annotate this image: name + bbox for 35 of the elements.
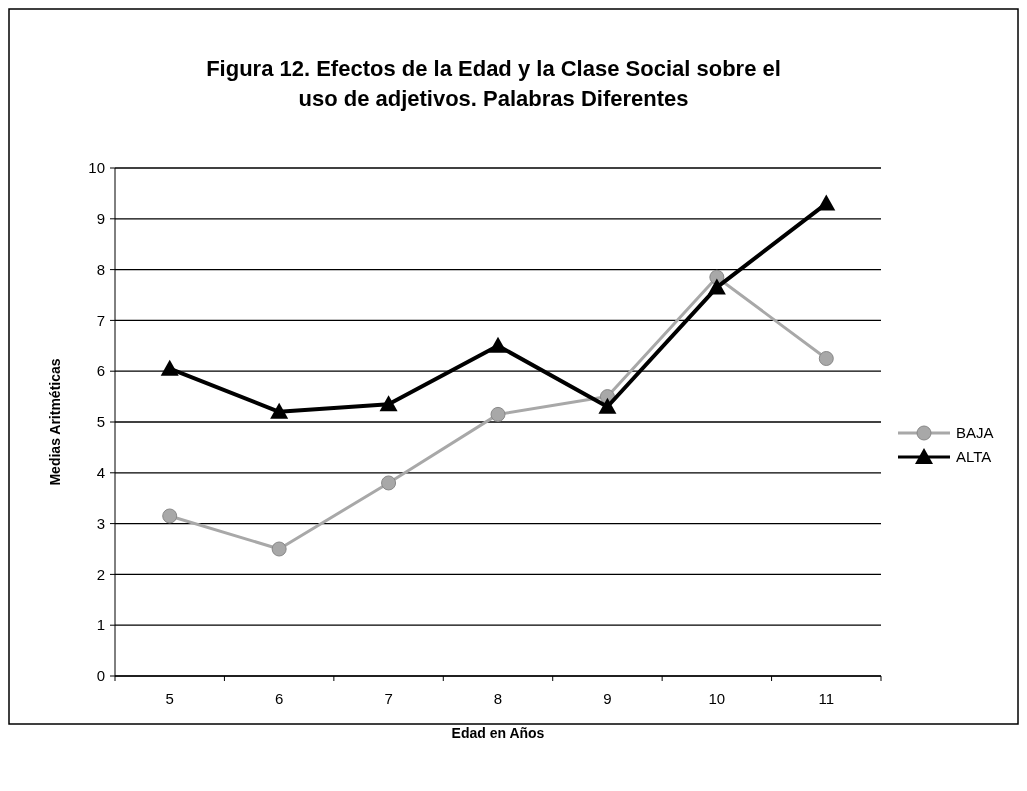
y-tick-label: 10: [88, 159, 105, 177]
y-tick-label: 9: [96, 210, 105, 228]
point: [490, 406, 506, 422]
point: [162, 508, 178, 524]
x-tick-label: 8: [493, 690, 503, 707]
y-axis-title: Medias Aritméticas: [47, 358, 63, 486]
point: [818, 351, 834, 366]
y-tick-label: 2: [96, 565, 105, 583]
y-tick-label: 4: [96, 464, 105, 482]
y-tick-label: 6: [96, 362, 105, 380]
y-tick-label: 5: [96, 413, 105, 431]
x-axis-title: Edad en Años: [451, 725, 545, 741]
y-tick-label: 7: [96, 311, 105, 329]
x-tick-label: 9: [603, 690, 612, 707]
y-tick-label: 8: [96, 260, 105, 278]
x-tick-label: 10: [708, 690, 726, 707]
x-tick-label: 7: [384, 690, 393, 707]
point: [598, 397, 617, 414]
y-tick-label: 3: [96, 514, 105, 532]
x-tick-label: 5: [165, 690, 174, 707]
point: [160, 359, 179, 376]
point: [489, 336, 507, 353]
x-tick-label: 6: [274, 690, 284, 707]
legend-label: ALTA: [956, 448, 992, 466]
y-tick-label: 0: [96, 667, 105, 685]
point: [379, 395, 398, 412]
point: [270, 402, 289, 419]
chart-title: Figura 12. Efectos de la Edad y la Clase Social sobre el uso de adjetivos. Palabras Diferentes: [206, 56, 781, 111]
point: [381, 475, 397, 491]
x-tick-label: 11: [818, 690, 835, 707]
legend-label: BAJA: [956, 424, 994, 442]
point: [817, 194, 836, 211]
point: [707, 278, 726, 295]
point: [271, 541, 287, 557]
y-tick-label: 1: [96, 616, 105, 634]
